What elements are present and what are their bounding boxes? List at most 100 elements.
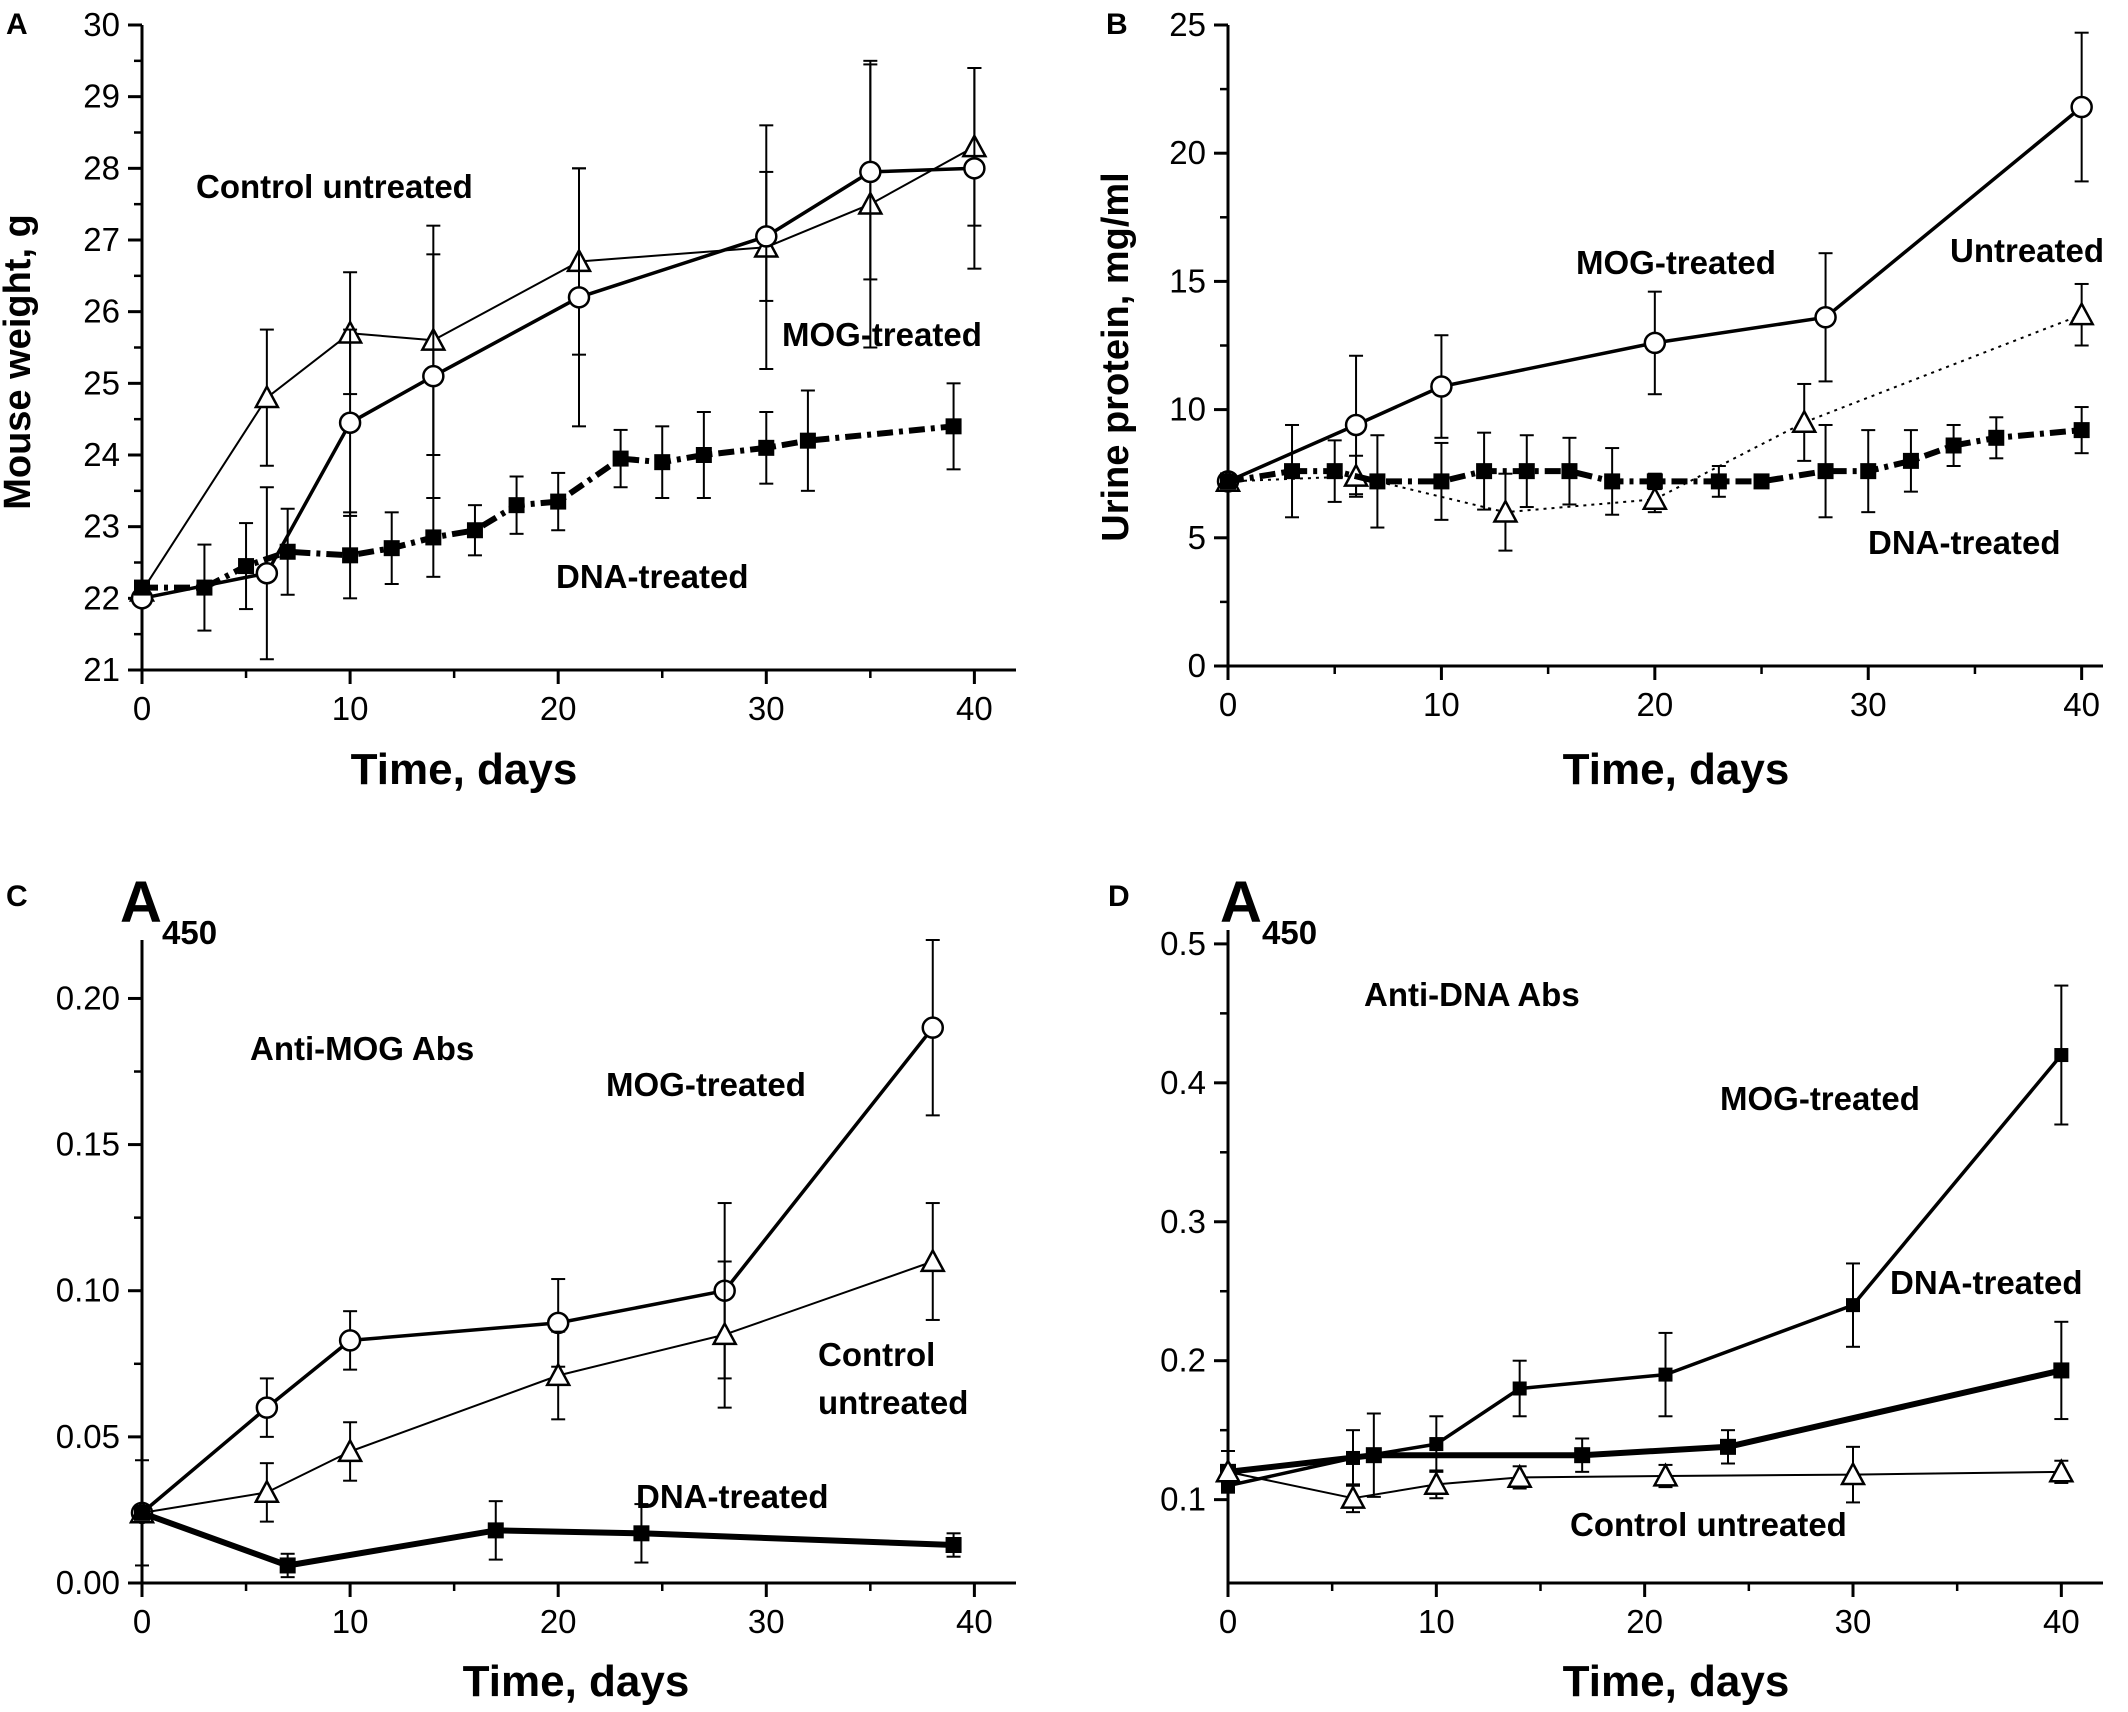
panel-b-y-tick-label: 25	[1169, 6, 1206, 43]
panel-c-point-mog-treated	[546, 1311, 570, 1335]
panel-b-point-mog-treated	[1430, 375, 1453, 398]
panel-a-x-tick-label: 10	[332, 690, 369, 727]
panel-d-point-mog-treated	[1658, 1367, 1673, 1382]
panel-d-x-tick-label: 20	[1626, 1603, 1663, 1640]
panel-b-point-mog-treated	[2070, 95, 2093, 119]
panel-a-point-dna-treated	[945, 418, 962, 435]
panel-c-point-dna-treated	[279, 1557, 296, 1574]
panel-b-y-tick-label: 0	[1188, 647, 1206, 684]
panel-c-annotation-untreated: untreated	[818, 1384, 968, 1421]
panel-c-point-dna-treated	[487, 1522, 504, 1539]
panel-d-y-axis-title: A	[1220, 870, 1262, 935]
panel-b-x-tick-label: 10	[1423, 686, 1460, 723]
panel-d-point-mog-treated	[1846, 1298, 1860, 1313]
panel-c-y-tick-label: 0.00	[56, 1564, 120, 1601]
panel-a-y-tick-label: 24	[83, 436, 120, 473]
panel-b-y-axis-title: Urine protein, mg/ml	[1095, 172, 1137, 541]
panel-b-point-dna-treated	[1326, 463, 1343, 480]
panel-b: B 0 10 20 30 40 0 5 10 15 20 25 Urine protein, mg/…	[1095, 6, 2104, 794]
panel-d-annotation-anti-dna-abs: Anti-DNA Abs	[1364, 976, 1580, 1013]
panel-a-y-tick-label: 30	[83, 6, 120, 43]
panel-b-point-untreated	[1492, 498, 1519, 523]
panel-a-point-dna-treated	[695, 447, 712, 463]
panel-b-point-untreated	[1791, 408, 1818, 434]
panel-b-point-dna-treated	[1753, 473, 1770, 490]
panel-d-x-tick-label: 10	[1418, 1603, 1455, 1640]
panel-b-point-dna-treated	[1561, 463, 1578, 480]
panel-a-point-dna-treated	[383, 540, 400, 557]
panel-a-point-dna-treated	[425, 529, 442, 546]
panel-d-x-tick-label: 30	[1835, 1603, 1872, 1640]
panel-c-y-tick-label: 0.10	[56, 1272, 120, 1309]
panel-d-point-dna-treated	[2053, 1362, 2070, 1379]
panel-a-axes: 0 10 20 30 40 21 22 23 24 25 26 27 28 29 30	[83, 6, 1016, 727]
panel-b-x-tick-label: 20	[1636, 686, 1673, 723]
panel-letter-b: B	[1106, 8, 1128, 41]
panel-b-point-dna-treated	[1902, 452, 1919, 469]
panel-a-point-dna-treated	[466, 522, 483, 539]
panel-d-x-tick-label: 40	[2043, 1603, 2080, 1640]
panel-a-x-tick-label: 30	[748, 690, 785, 727]
panel-a-y-tick-label: 27	[83, 221, 120, 258]
panel-c-point-mog-treated	[921, 1016, 945, 1039]
panel-d-annotation-control-untreated: Control untreated	[1570, 1506, 1847, 1543]
panel-b-annotation-untreated: Untreated	[1950, 232, 2104, 269]
panel-b-series-line-mog-treated	[1227, 105, 2083, 484]
panel-d-point-control-untreated	[1652, 1462, 1679, 1487]
panel-a-series	[128, 59, 988, 661]
panel-a-point-mog-treated	[963, 157, 986, 180]
panel-c: C A 450 0 10 20 30 40 0.00 0.05 0.10 0.15 0.20 Ti…	[6, 870, 1016, 1706]
panel-c-x-tick-label: 0	[133, 1603, 151, 1640]
panel-d-point-mog-treated	[2054, 1048, 2069, 1063]
panel-b-point-dna-treated	[1284, 463, 1301, 480]
panel-b-y-tick-label: 15	[1169, 262, 1206, 299]
panel-a-point-dna-treated	[799, 432, 816, 449]
panel-d-axes: 0 10 20 30 40 0.1 0.2 0.3 0.4 0.5	[1160, 925, 2103, 1640]
panel-d-series-line-dna-treated	[1227, 1367, 2062, 1475]
panel-c-point-dna-treated	[134, 1504, 150, 1521]
panel-c-point-mog-treated	[255, 1396, 279, 1419]
panel-d-series-dna-treated	[1220, 1320, 2070, 1498]
panel-c-annotation-mog-treated: MOG-treated	[606, 1066, 806, 1103]
panel-a-x-axis-title: Time, days	[351, 745, 578, 794]
panel-a-point-dna-treated	[612, 450, 629, 467]
panel-a-y-tick-label: 25	[83, 364, 120, 401]
panel-b-y-tick-label: 20	[1169, 134, 1206, 171]
panel-c-series	[128, 939, 962, 1579]
panel-d-y-tick-label: 0.4	[1160, 1064, 1206, 1101]
panel-c-x-tick-label: 40	[956, 1603, 993, 1640]
panel-c-y-tick-label: 0.20	[56, 979, 120, 1016]
panel-a-point-dna-treated	[654, 454, 671, 471]
panel-c-series-line-mog-treated	[140, 1026, 935, 1515]
panel-b-annotation-mog-treated: MOG-treated	[1576, 244, 1776, 281]
panel-d-point-mog-treated	[1429, 1437, 1444, 1452]
panel-d-point-dna-treated	[1720, 1438, 1736, 1455]
panel-b-point-untreated	[1641, 485, 1668, 510]
panel-a-point-mog-treated	[422, 364, 445, 388]
panel-c-y-axis-title-subscript: 450	[162, 914, 217, 951]
panel-a-point-control-untreated	[253, 384, 280, 409]
panel-c-point-dna-treated	[633, 1525, 650, 1542]
panel-d-x-tick-label: 0	[1219, 1603, 1237, 1640]
panel-c-point-control-untreated	[919, 1247, 946, 1273]
panel-d: D A 450 0 10 20 30 40 0.1 0.2 0.3 0.4 0.5 Time, d…	[1108, 870, 2103, 1706]
panel-a-point-dna-treated	[342, 547, 359, 564]
panel-b-point-dna-treated	[1220, 473, 1236, 490]
panel-a-point-dna-treated	[134, 579, 150, 596]
panel-d-annotation-mog-treated: MOG-treated	[1720, 1080, 1920, 1117]
panel-d-x-axis-title: Time, days	[1563, 1657, 1790, 1706]
panel-b-point-dna-treated	[1860, 463, 1877, 480]
panel-b-point-dna-treated	[1518, 463, 1535, 480]
panel-a-y-tick-label: 22	[83, 579, 120, 616]
panel-d-y-tick-label: 0.2	[1160, 1342, 1206, 1379]
panel-b-point-dna-treated	[1646, 473, 1663, 490]
panel-a-point-mog-treated	[567, 286, 591, 309]
panel-c-point-control-untreated	[336, 1437, 364, 1463]
panel-b-x-tick-label: 40	[2063, 686, 2100, 723]
panel-a-x-tick-label: 20	[540, 690, 577, 727]
panel-a-series-line-dna-treated	[142, 423, 954, 591]
panel-c-x-tick-label: 20	[540, 1603, 577, 1640]
panel-b-point-untreated	[2068, 301, 2095, 326]
panel-d-series	[1214, 984, 2075, 1514]
